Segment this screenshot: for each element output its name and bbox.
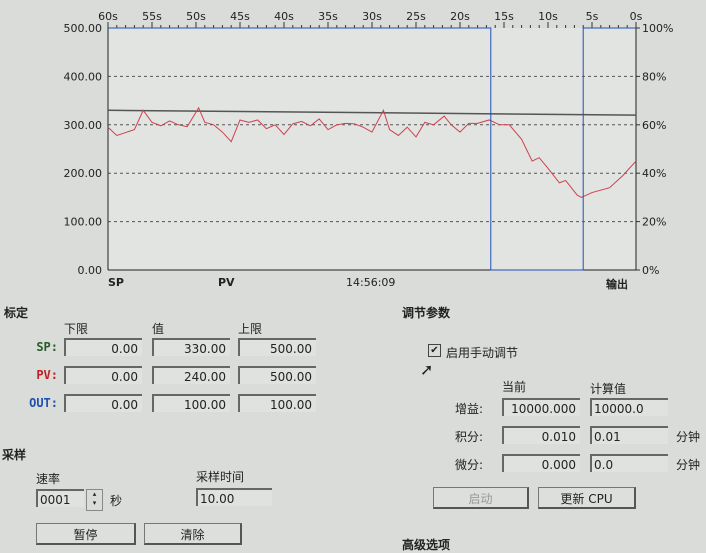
header-value: 值 <box>152 322 165 336</box>
y-left-tick: 500.00 <box>64 22 103 35</box>
col-current: 当前 <box>502 380 527 394</box>
scaling-row-label: PV: <box>36 368 58 382</box>
sample-time-label: 采样时间 <box>196 470 245 484</box>
scaling-field[interactable]: 100.00 <box>238 394 316 412</box>
clear-button[interactable]: 清除 <box>144 523 242 545</box>
sample-time-input[interactable]: 10.00 <box>196 488 272 506</box>
manual-tuning-label: 启用手动调节 <box>446 346 519 360</box>
scaling-field[interactable]: 240.00 <box>152 366 230 384</box>
plot-area <box>108 28 636 270</box>
y-right-tick: 40% <box>642 167 666 180</box>
y-left-tick: 400.00 <box>64 70 103 83</box>
scaling-field[interactable]: 0.00 <box>64 366 142 384</box>
y-left-tick: 200.00 <box>64 167 103 180</box>
tuning-calculated-input[interactable]: 0.01 <box>590 426 668 444</box>
x-tick: 5s <box>586 10 599 23</box>
tuning-calculated-input[interactable]: 10000.0 <box>590 398 668 416</box>
x-tick: 35s <box>318 10 338 23</box>
scaling-field[interactable]: 0.00 <box>64 394 142 412</box>
start-button[interactable]: 启动 <box>433 487 529 509</box>
tuning-row-label: 积分: <box>455 430 484 444</box>
legend-time: 14:56:09 <box>346 276 395 289</box>
rate-input[interactable]: 0001 <box>36 489 84 507</box>
scaling-row-label: OUT: <box>29 396 58 410</box>
tuning-calculated-input[interactable]: 0.0 <box>590 454 668 472</box>
x-tick: 0s <box>630 10 643 23</box>
scaling-title: 标定 <box>4 306 29 320</box>
sampling-title: 采样 <box>2 448 27 462</box>
rate-label: 速率 <box>36 472 61 486</box>
legend-output: 输出 <box>606 277 628 291</box>
x-tick: 20s <box>450 10 470 23</box>
manual-tuning-checkbox[interactable]: ✔ <box>428 344 441 357</box>
y-right-tick: 0% <box>642 264 659 277</box>
advanced-options-title: 高级选项 <box>402 538 451 552</box>
y-left-tick: 300.00 <box>64 119 103 132</box>
legend-sp: SP <box>108 276 124 289</box>
update-cpu-button[interactable]: 更新 CPU <box>538 487 636 509</box>
x-tick: 30s <box>362 10 382 23</box>
x-tick: 60s <box>98 10 118 23</box>
tuning-row-label: 增益: <box>455 402 484 416</box>
scaling-field[interactable]: 330.00 <box>152 338 230 356</box>
mouse-cursor-icon: ➚ <box>420 360 434 379</box>
y-right-tick: 20% <box>642 216 666 229</box>
legend-pv: PV <box>218 276 235 289</box>
tuning-current: 0.000 <box>502 454 580 472</box>
scaling-field[interactable]: 100.00 <box>152 394 230 412</box>
scaling-field[interactable]: 500.00 <box>238 338 316 356</box>
tuning-unit: 分钟 <box>676 430 701 444</box>
y-right-tick: 80% <box>642 70 666 83</box>
y-right-tick: 60% <box>642 119 666 132</box>
tuning-current: 10000.000 <box>502 398 580 416</box>
rate-spinner[interactable]: ▴ ▾ <box>86 489 103 511</box>
x-tick: 45s <box>230 10 250 23</box>
scaling-row-label: SP: <box>36 340 58 354</box>
x-tick: 10s <box>538 10 558 23</box>
x-tick: 15s <box>494 10 514 23</box>
scaling-field[interactable]: 500.00 <box>238 366 316 384</box>
x-tick: 55s <box>142 10 162 23</box>
tuning-current: 0.010 <box>502 426 580 444</box>
header-low: 下限 <box>64 322 89 336</box>
tuning-row-label: 微分: <box>455 458 484 472</box>
rate-unit: 秒 <box>110 494 123 508</box>
col-calculated: 计算值 <box>590 382 627 396</box>
series-pv-line <box>107 106 637 198</box>
tuning-title: 调节参数 <box>402 306 451 320</box>
pause-button[interactable]: 暂停 <box>36 523 136 545</box>
y-left-tick: 0.00 <box>78 264 103 277</box>
x-tick: 50s <box>186 10 206 23</box>
y-left-tick: 100.00 <box>64 216 103 229</box>
series-output-line <box>108 27 636 271</box>
tuning-unit: 分钟 <box>676 458 701 472</box>
y-right-tick: 100% <box>642 22 673 35</box>
trend-chart: 500.00 100% 400.00 80% 300.00 60% 200.00 40% 100… <box>64 10 674 291</box>
x-tick: 25s <box>406 10 426 23</box>
header-high: 上限 <box>238 322 263 336</box>
x-tick: 40s <box>274 10 294 23</box>
scaling-field[interactable]: 0.00 <box>64 338 142 356</box>
series-sp-line <box>107 109 637 116</box>
